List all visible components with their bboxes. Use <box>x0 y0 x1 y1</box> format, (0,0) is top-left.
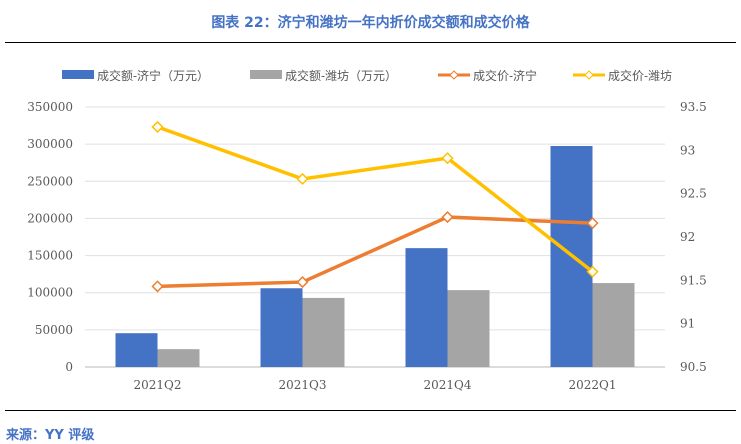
line-marker <box>296 172 309 185</box>
right-tick-label: 91 <box>680 317 695 331</box>
line-marker <box>151 120 164 133</box>
bar-weifang <box>157 349 200 367</box>
bar-weifang <box>447 290 490 367</box>
bar-jining <box>405 248 448 367</box>
x-tick-label: 2021Q3 <box>278 378 326 392</box>
bar-jining <box>260 288 303 367</box>
top-rule <box>5 42 736 43</box>
right-tick-label: 91.5 <box>680 273 707 287</box>
legend-marker <box>449 70 459 80</box>
right-tick-label: 92.5 <box>680 187 707 201</box>
line-marker <box>441 152 454 165</box>
legend-label: 成交价-济宁 <box>473 68 537 83</box>
right-tick-label: 92 <box>680 230 695 244</box>
left-tick-label: 50000 <box>35 323 73 337</box>
line-jining <box>157 215 593 289</box>
right-tick-label: 93 <box>680 143 695 157</box>
line-marker <box>441 211 454 224</box>
legend-label: 成交额-潍坊（万元） <box>285 68 397 83</box>
chart-svg: 0 50000 100000 150000 200000 250000 300000 3500… <box>27 68 707 392</box>
line-marker <box>151 280 164 293</box>
left-tick-label: 250000 <box>27 174 73 188</box>
line-marker <box>296 276 309 289</box>
left-tick-label: 150000 <box>27 249 73 263</box>
chart-title: 图表 22：济宁和潍坊一年内折价成交额和成交价格 <box>211 15 530 31</box>
left-tick-label: 350000 <box>27 100 73 114</box>
bar-jining <box>115 333 158 367</box>
right-tick-label: 93.5 <box>680 100 707 114</box>
line-marker <box>586 265 599 278</box>
right-tick-label: 90.5 <box>680 360 707 374</box>
bar-weifang <box>592 283 635 367</box>
x-tick-label: 2022Q1 <box>568 378 616 392</box>
line-marker <box>586 217 599 230</box>
bottom-rule <box>5 410 736 411</box>
legend-label: 成交额-济宁（万元） <box>97 68 209 83</box>
legend-swatch <box>62 70 94 79</box>
left-tick-label: 200000 <box>27 211 73 225</box>
bar-weifang <box>302 297 345 367</box>
left-tick-label: 100000 <box>27 286 73 300</box>
legend-swatch <box>250 70 282 79</box>
legend-marker <box>584 70 594 80</box>
x-tick-label: 2021Q2 <box>133 378 181 392</box>
source-note: 来源：YY 评级 <box>6 428 95 443</box>
legend-label: 成交价-潍坊 <box>608 68 672 83</box>
line-weifang <box>156 125 594 274</box>
x-tick-label: 2021Q4 <box>423 378 471 392</box>
left-tick-label: 0 <box>65 360 73 374</box>
left-tick-label: 300000 <box>27 137 73 151</box>
